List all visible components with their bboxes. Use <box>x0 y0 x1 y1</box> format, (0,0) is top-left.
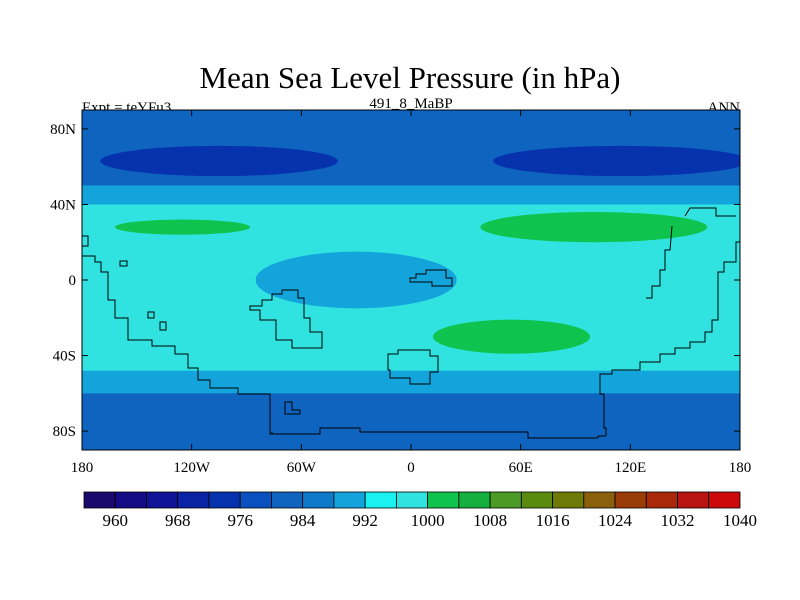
coastline-small-isle-a <box>119 260 128 267</box>
colorbar-swatch <box>177 491 210 509</box>
colorbar-swatch <box>146 491 179 509</box>
x-tick-label: 120W <box>173 460 211 476</box>
coastline-west-america <box>82 255 273 435</box>
plot-area <box>82 110 740 450</box>
x-axis-ticks: 180 120W 60W 0 60E 120E 180 <box>71 110 752 476</box>
colorbar-label: 1040 <box>723 511 757 530</box>
pressure-cell-9 <box>480 212 708 243</box>
colorbar-label: 960 <box>102 511 128 530</box>
pressure-cell-10 <box>432 319 591 354</box>
colorbar-label: 1008 <box>473 511 507 530</box>
colorbar-swatch <box>458 491 491 509</box>
coastline-equatorial-island <box>409 269 453 287</box>
colorbar-swatch <box>302 491 335 509</box>
coastline-southern-block <box>387 349 439 385</box>
x-tick-label: 120E <box>614 460 646 476</box>
colorbar-label: 992 <box>352 511 378 530</box>
colorbar-label: 1000 <box>411 511 445 530</box>
y-axis-ticks: 80N 40N 0 40S 80S <box>50 122 740 440</box>
coastline-isthmus <box>249 289 323 349</box>
colorbar-swatch <box>208 491 241 509</box>
x-tick-label: 60W <box>287 460 317 476</box>
pressure-cell-7 <box>255 251 457 309</box>
colorbar-swatch <box>489 491 522 509</box>
colorbar-swatch <box>552 491 585 509</box>
y-tick-label: 80S <box>53 424 76 440</box>
colorbar-swatch <box>395 491 429 509</box>
colorbar-label: 976 <box>227 511 253 530</box>
pressure-cell-5 <box>100 145 338 177</box>
colorbar-swatch <box>427 491 460 509</box>
colorbar-label: 1016 <box>536 511 570 530</box>
colorbar-label: 984 <box>290 511 316 530</box>
coastline-small-isle-b <box>147 311 155 319</box>
pressure-cell-8 <box>114 219 251 235</box>
pressure-cell-6 <box>493 145 740 177</box>
colorbar-swatch <box>333 491 366 509</box>
coastlines <box>82 207 740 439</box>
colorbar-swatch <box>239 491 272 509</box>
x-tick-label: 180 <box>71 460 94 476</box>
coastline-east-hemisphere <box>599 232 740 436</box>
colorbar-swatch <box>114 491 147 509</box>
colorbar-label: 968 <box>165 511 191 530</box>
colorbar-swatch <box>583 491 616 509</box>
y-tick-label: 80N <box>50 122 76 138</box>
x-tick-label: 180 <box>729 460 752 476</box>
colorbar-swatch <box>520 491 553 509</box>
pressure-band-3 <box>82 393 740 450</box>
coastline-northeast <box>684 207 736 217</box>
colorbar-label: 1032 <box>661 511 695 530</box>
colorbar-swatch <box>614 491 647 509</box>
pressure-band-2 <box>82 185 740 205</box>
coastline-small-isle-c <box>159 321 167 331</box>
colorbar-swatch <box>677 491 710 509</box>
coastline-small-isle-d <box>284 401 301 415</box>
coastline-tropical-ridge <box>646 225 673 299</box>
colorbar-swatch <box>645 491 678 509</box>
chart-title: Mean Sea Level Pressure (in hPa) <box>200 60 621 95</box>
coastline-polar-south <box>272 427 606 439</box>
pressure-regions <box>82 110 740 450</box>
colorbar-swatch <box>708 491 741 509</box>
colorbar-swatch <box>83 491 116 509</box>
colorbar: 960 968 976 984 992 1000 1008 1016 1024 1032 1040 <box>83 491 757 530</box>
colorbar-swatch <box>364 491 397 509</box>
coastline-small-isle-e <box>82 235 89 247</box>
colorbar-label: 1024 <box>598 511 633 530</box>
y-tick-label: 40S <box>53 349 76 365</box>
x-tick-label: 60E <box>509 460 533 476</box>
x-tick-label: 0 <box>407 460 415 476</box>
subtitle-age: 491_8_MaBP <box>369 96 452 112</box>
colorbar-swatch <box>271 491 304 509</box>
y-tick-label: 40N <box>50 197 76 213</box>
y-tick-label: 0 <box>69 273 77 289</box>
